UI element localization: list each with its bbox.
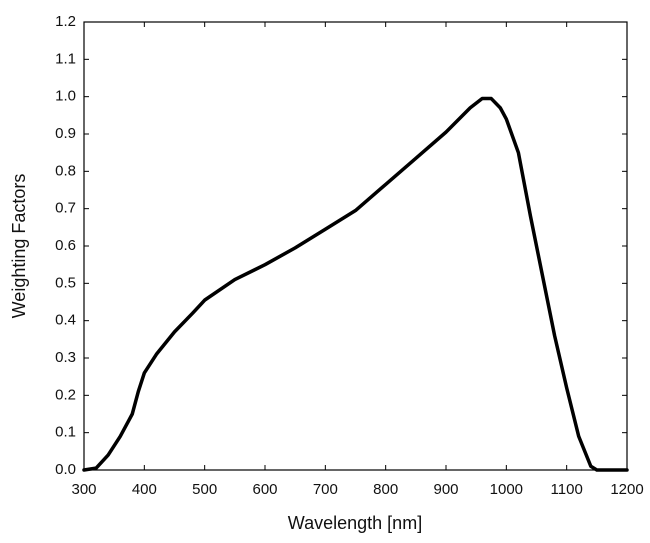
- x-tick-label: 500: [192, 481, 217, 498]
- y-tick-label: 1.2: [55, 13, 76, 30]
- x-tick-label: 1200: [610, 481, 643, 498]
- y-tick-label: 0.9: [55, 125, 76, 142]
- y-tick-label: 0.7: [55, 200, 76, 217]
- y-tick-label: 0.8: [55, 162, 76, 179]
- x-tick-label: 400: [132, 481, 157, 498]
- y-tick-label: 0.0: [55, 461, 76, 478]
- y-tick-label: 1.0: [55, 88, 76, 105]
- x-tick-label: 300: [71, 481, 96, 498]
- x-tick-label: 800: [373, 481, 398, 498]
- y-tick-label: 0.5: [55, 274, 76, 291]
- y-tick-label: 0.4: [55, 312, 76, 329]
- x-tick-label: 600: [252, 481, 277, 498]
- y-tick-label: 0.2: [55, 386, 76, 403]
- plot-frame: [83, 21, 628, 471]
- x-axis-title: Wavelength [nm]: [288, 513, 422, 533]
- x-tick-label: 700: [313, 481, 338, 498]
- x-tick-label: 900: [433, 481, 458, 498]
- data-line: [82, 96, 629, 472]
- y-tick-label: 0.6: [55, 237, 76, 254]
- y-tick-label: 0.1: [55, 424, 76, 441]
- x-tick-label: 1100: [551, 481, 583, 498]
- y-tick-label: 0.3: [55, 349, 76, 366]
- y-tick-label: 1.1: [55, 50, 76, 67]
- y-axis-title: Weighting Factors: [9, 174, 29, 319]
- x-tick-label: 1000: [490, 481, 523, 498]
